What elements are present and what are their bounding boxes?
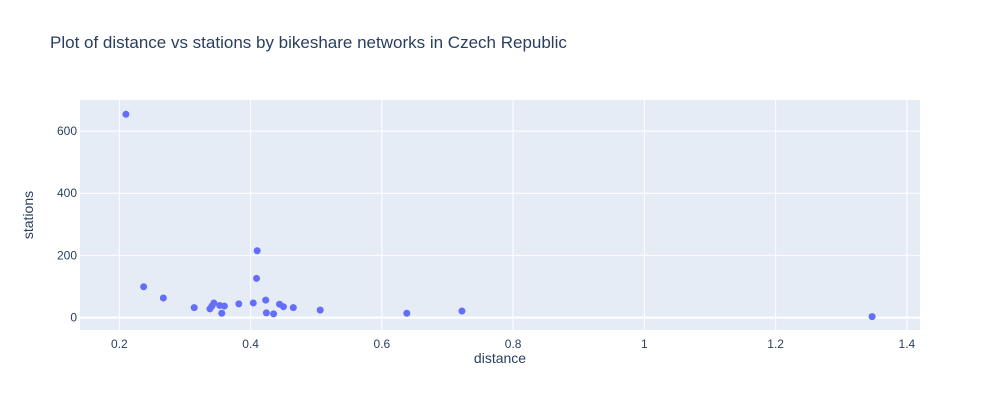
data-point[interactable] <box>122 110 130 118</box>
data-point[interactable] <box>868 313 876 321</box>
data-point[interactable] <box>262 296 270 304</box>
data-point[interactable] <box>403 309 411 317</box>
chart-title: Plot of distance vs stations by bikeshar… <box>50 33 567 52</box>
y-tick-label: 200 <box>57 248 77 262</box>
plot-area <box>80 100 920 330</box>
data-points <box>122 110 876 321</box>
x-tick-label: 1.4 <box>899 337 916 351</box>
data-point[interactable] <box>316 306 324 314</box>
y-tick-label: 600 <box>57 124 77 138</box>
data-point[interactable] <box>279 303 287 311</box>
data-point[interactable] <box>235 300 243 308</box>
data-point[interactable] <box>253 274 261 282</box>
grid-lines <box>80 100 920 330</box>
data-point[interactable] <box>270 310 278 318</box>
data-point[interactable] <box>289 304 297 312</box>
data-point[interactable] <box>190 304 198 312</box>
data-point[interactable] <box>458 307 466 315</box>
y-tick-label: 0 <box>70 311 77 325</box>
data-point[interactable] <box>262 309 270 317</box>
data-point[interactable] <box>249 299 257 307</box>
data-point[interactable] <box>140 283 148 291</box>
data-point[interactable] <box>253 247 261 255</box>
y-axis-title: stations <box>20 191 36 239</box>
x-tick-label: 1 <box>641 337 648 351</box>
data-point[interactable] <box>220 302 228 310</box>
x-tick-label: 0.2 <box>111 337 128 351</box>
x-tick-label: 0.4 <box>242 337 259 351</box>
x-axis-title: distance <box>474 350 526 366</box>
y-tick-label: 400 <box>57 186 77 200</box>
data-point[interactable] <box>159 294 167 302</box>
x-tick-label: 0.8 <box>505 337 522 351</box>
data-point[interactable] <box>210 299 218 307</box>
axis-ticks: 0.2 0.4 0.6 0.8 1 1.2 1.4 0 200 400 600 <box>57 124 916 351</box>
x-tick-label: 1.2 <box>767 337 784 351</box>
x-tick-label: 0.6 <box>374 337 391 351</box>
data-point[interactable] <box>218 309 226 317</box>
